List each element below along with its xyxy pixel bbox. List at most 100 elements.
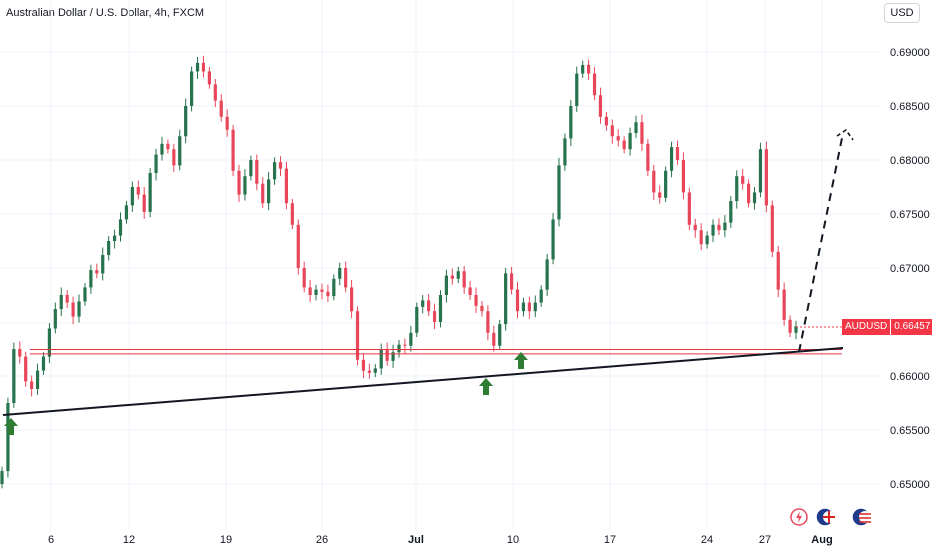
candle-body <box>693 224 697 231</box>
candle-body <box>89 270 93 288</box>
support-touch-arrow <box>479 378 493 395</box>
candle-body <box>35 370 40 389</box>
candle-body <box>373 368 377 373</box>
candle-body <box>124 205 129 220</box>
candle-body <box>284 168 289 204</box>
candle-body <box>711 224 715 236</box>
candle-body <box>675 147 680 160</box>
candle-body <box>355 311 360 360</box>
candle-body <box>219 100 223 117</box>
candle-body <box>498 324 502 346</box>
x-tick-label: 17 <box>604 534 616 546</box>
candle-body <box>652 170 656 193</box>
projection-arrowhead <box>836 128 854 141</box>
candle-body <box>681 160 686 193</box>
candle-body <box>367 370 371 373</box>
candle-body <box>717 224 721 231</box>
x-tick-label: 19 <box>220 534 232 546</box>
candle-body <box>432 311 437 322</box>
candle-body <box>705 235 709 245</box>
candle-body <box>385 349 389 361</box>
x-tick-label: Jul <box>408 534 424 546</box>
candle-body <box>154 154 158 173</box>
currency-button[interactable]: USD <box>884 3 920 23</box>
candle-body <box>492 332 496 346</box>
candle-body <box>136 187 140 195</box>
candle-body <box>314 289 318 295</box>
candle-body <box>178 136 182 166</box>
candle-body <box>349 287 354 312</box>
candle-body <box>551 219 555 260</box>
candle-body <box>172 149 176 166</box>
candle-body <box>213 84 217 101</box>
candle-body <box>344 268 348 288</box>
candle-body <box>290 203 294 225</box>
candle-body <box>107 241 111 256</box>
candle-body <box>148 172 152 212</box>
candle-body <box>12 349 16 403</box>
trendline <box>2 347 844 416</box>
x-tick-label: 24 <box>701 534 713 546</box>
flag-au-icon[interactable] <box>814 506 836 528</box>
candle-body <box>450 275 454 279</box>
candle-body <box>190 71 194 106</box>
candle-body <box>30 381 34 389</box>
candle-body <box>444 275 449 295</box>
y-tick-label: 0.67500 <box>890 209 930 221</box>
candle-body <box>391 352 395 361</box>
candle-body <box>24 356 28 382</box>
candle-body <box>47 328 52 357</box>
candle-body <box>53 309 57 329</box>
candle-body <box>634 122 638 133</box>
candle-body <box>249 160 253 177</box>
candle-body <box>95 270 99 274</box>
y-tick-label: 0.68500 <box>890 101 930 113</box>
candle-body <box>581 64 585 74</box>
candle-body <box>379 349 383 369</box>
candle-body <box>746 183 751 204</box>
candle-body <box>509 273 514 290</box>
candle-body <box>628 133 632 150</box>
candle-body <box>112 235 117 241</box>
candle-body <box>557 165 561 220</box>
lightning-icon[interactable] <box>788 506 810 528</box>
candle-body <box>504 273 508 325</box>
y-tick-label: 0.67000 <box>890 263 930 275</box>
time-axis[interactable]: 6 12 19 26 Jul 10 17 24 27 Aug <box>48 534 833 546</box>
flag-us-icon[interactable] <box>850 506 872 528</box>
candle-body <box>527 302 531 312</box>
candle-body <box>782 289 786 320</box>
candle-body <box>421 300 425 307</box>
candle-body <box>699 230 703 245</box>
candle-body <box>207 71 211 85</box>
candle-body <box>770 205 774 252</box>
candle-body <box>237 170 241 195</box>
candle-body <box>142 194 146 212</box>
candle-body <box>160 143 164 155</box>
x-tick-label: 27 <box>759 534 771 546</box>
candle-body <box>332 278 336 297</box>
candle-body <box>598 95 603 117</box>
symbol-label: AUDUSD <box>842 319 892 335</box>
candle-body <box>480 305 484 312</box>
candle-body <box>604 116 608 126</box>
candle-body <box>403 344 407 346</box>
candle-body <box>59 295 63 310</box>
support-touch-arrow <box>4 418 18 435</box>
candle-body <box>6 403 10 472</box>
candles <box>0 55 798 489</box>
candle-body <box>361 359 366 371</box>
candle-body <box>338 268 342 279</box>
drawings <box>2 128 854 435</box>
x-tick-label: 10 <box>507 534 519 546</box>
candle-body <box>521 302 526 312</box>
candle-body <box>71 302 75 317</box>
candle-body <box>776 251 780 290</box>
candle-body <box>397 344 401 353</box>
candle-body <box>118 219 123 236</box>
candle-body <box>729 201 733 223</box>
candle-body <box>646 143 650 171</box>
price-axis[interactable]: 0.690000.685000.680000.675000.670000.665… <box>890 47 930 491</box>
candle-body <box>184 106 188 137</box>
